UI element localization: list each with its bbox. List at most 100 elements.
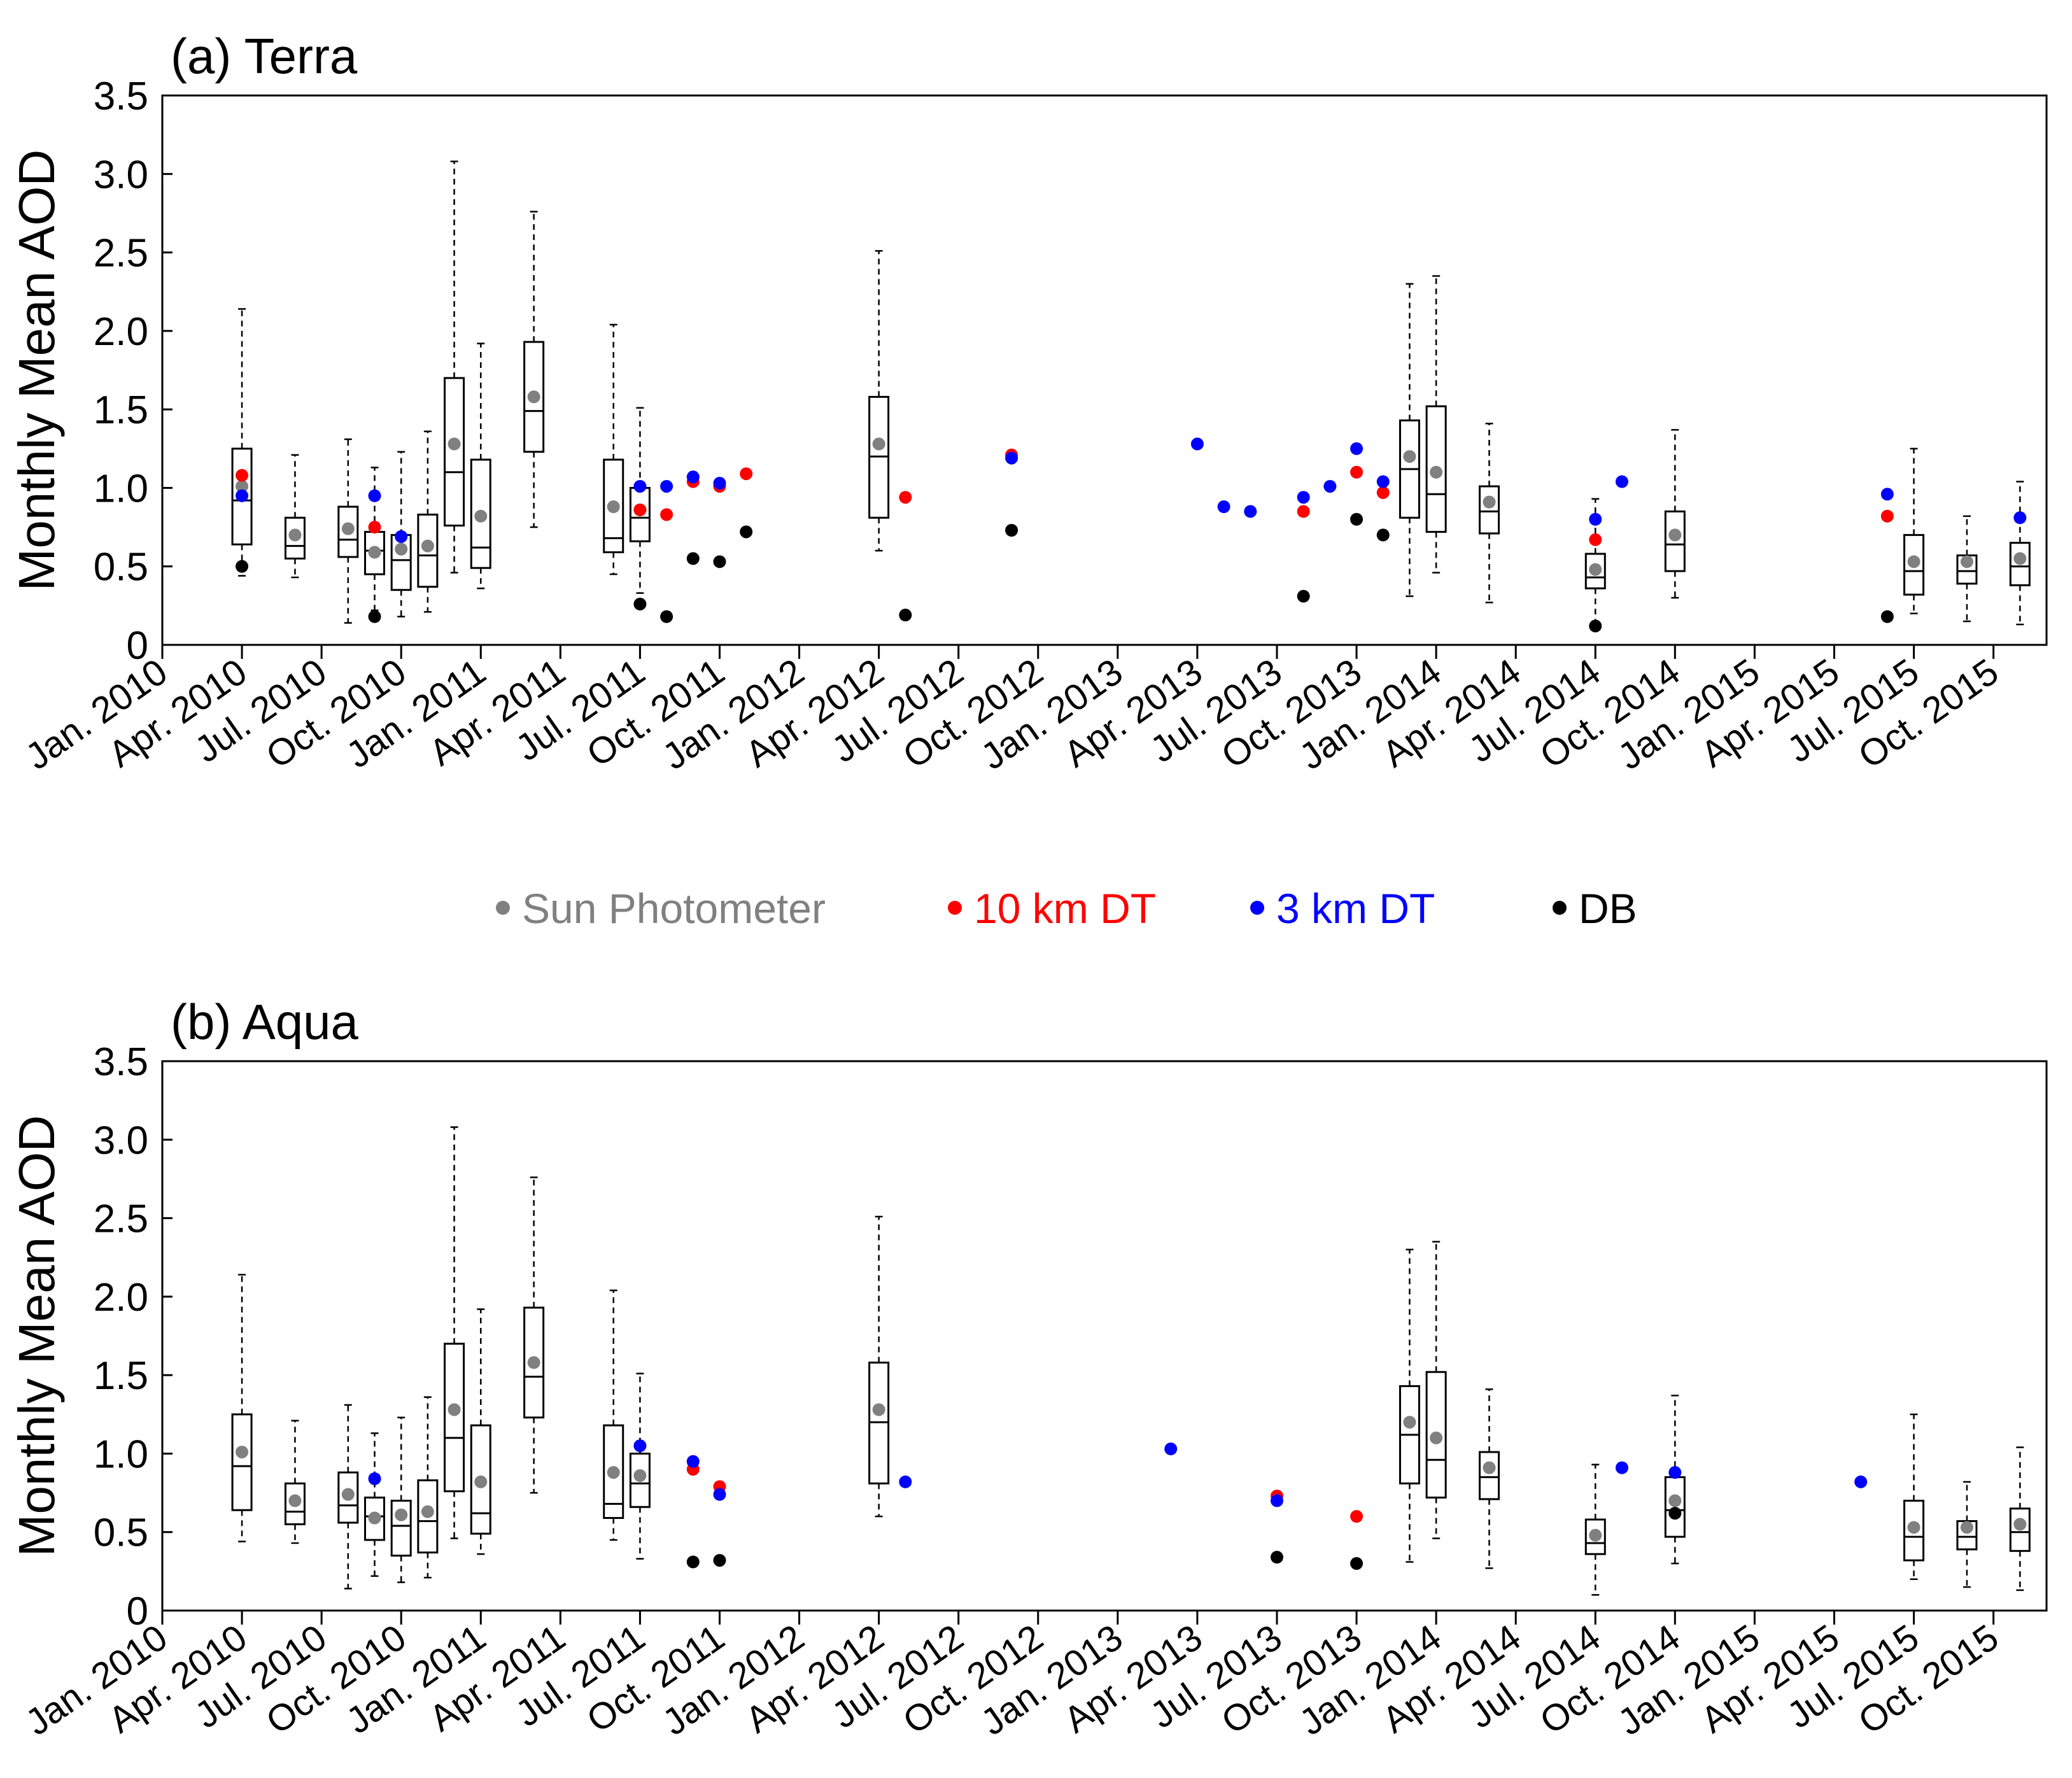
- sun-photometer-box: [1399, 1248, 1420, 1563]
- sun-photometer-box: [2009, 481, 2031, 626]
- sun-photometer-box: [364, 467, 386, 612]
- 10-km-dt-point: [660, 508, 673, 521]
- 3-km-dt-point: [1350, 442, 1364, 455]
- y-tick-label: 2.5: [94, 1197, 148, 1241]
- y-tick-label: 2.5: [94, 232, 148, 276]
- db-point: [713, 1554, 726, 1567]
- 10-km-dt-point: [1376, 486, 1390, 499]
- panel-terra: (a) Terra Monthly Mean AOD 0 0.5 1.0 1.5 2.0 2.…: [8, 28, 2048, 778]
- y-tick-label: 3.0: [94, 153, 148, 197]
- 3-km-dt-point: [368, 1472, 381, 1485]
- sun-photometer-box: [337, 1404, 359, 1590]
- sun-photometer-box: [2009, 1446, 2031, 1591]
- sun-photometer-box: [1956, 515, 1978, 623]
- db-point: [1880, 610, 1894, 623]
- sun-photometer-mean-point: [368, 1511, 381, 1525]
- 3-km-dt-point: [686, 470, 700, 484]
- 3-km-dt-point: [1376, 475, 1390, 488]
- legend-label-10-km-dt: 10 km DT: [974, 885, 1156, 932]
- 3-km-dt-point: [395, 530, 408, 543]
- sun-photometer-mean-point: [236, 1445, 249, 1458]
- y-tick-label: 0.5: [94, 1511, 148, 1555]
- db-point: [368, 610, 381, 623]
- iqr-box: [470, 458, 491, 569]
- db-point: [236, 560, 249, 573]
- sun-photometer-mean-point: [341, 522, 355, 535]
- iqr-box: [444, 1343, 465, 1493]
- legend-marker-sun-photometer: [496, 901, 510, 915]
- iqr-box: [444, 377, 465, 527]
- sun-photometer-mean-point: [421, 539, 434, 553]
- 3-km-dt-point: [1615, 1461, 1628, 1474]
- db-point: [686, 552, 700, 565]
- sun-photometer-box: [603, 1289, 624, 1541]
- iqr-box: [1479, 485, 1500, 535]
- sun-photometer-mean-point: [1907, 1521, 1920, 1534]
- y-tick-label: 3.0: [94, 1118, 148, 1162]
- sun-photometer-mean-point: [1403, 1416, 1416, 1429]
- 10-km-dt-point: [236, 469, 249, 482]
- 10-km-dt-point: [740, 467, 753, 481]
- 10-km-dt-point: [1880, 509, 1894, 523]
- sun-photometer-box: [629, 1372, 651, 1560]
- db-point: [740, 525, 753, 539]
- plot-frame: [161, 1060, 2048, 1612]
- db-point: [1350, 1557, 1364, 1570]
- 3-km-dt-point: [660, 479, 673, 493]
- y-tick-label: 3.5: [94, 74, 148, 118]
- sun-photometer-box: [417, 430, 439, 613]
- y-tick-label: 2.0: [94, 1276, 148, 1320]
- db-point: [1589, 619, 1602, 633]
- 10-km-dt-point: [368, 521, 381, 534]
- 10-km-dt-point: [1350, 1510, 1364, 1523]
- sun-photometer-mean-point: [607, 500, 620, 514]
- 10-km-dt-point: [1589, 533, 1602, 546]
- db-point: [713, 555, 726, 568]
- sun-photometer-mean-point: [1907, 555, 1920, 568]
- sun-photometer-mean-point: [288, 528, 302, 542]
- 3-km-dt-point: [1270, 1494, 1283, 1507]
- legend-label-db: DB: [1579, 885, 1637, 932]
- sun-photometer-mean-point: [607, 1466, 620, 1479]
- sun-photometer-mean-point: [1668, 528, 1682, 542]
- 3-km-dt-point: [899, 1475, 912, 1488]
- y-tick-label: 2.0: [94, 310, 148, 354]
- sun-photometer-mean-point: [474, 1475, 488, 1488]
- sun-photometer-mean-point: [1589, 563, 1602, 576]
- sun-photometer-mean-point: [527, 1356, 540, 1369]
- 3-km-dt-point: [1589, 512, 1602, 526]
- 10-km-dt-point: [633, 503, 647, 516]
- sun-photometer-mean-point: [1430, 1431, 1443, 1444]
- sun-photometer-box: [364, 1432, 386, 1577]
- 3-km-dt-point: [686, 1455, 700, 1468]
- y-tick-label: 1.5: [94, 388, 148, 432]
- db-point: [686, 1555, 700, 1569]
- sun-photometer-box: [470, 1308, 491, 1555]
- sun-photometer-box: [523, 1176, 545, 1494]
- sun-photometer-box: [1584, 498, 1606, 630]
- sun-photometer-mean-point: [1960, 1521, 1973, 1534]
- sun-photometer-mean-point: [395, 1508, 408, 1521]
- 10-km-dt-point: [1297, 505, 1310, 518]
- sun-photometer-box: [390, 1416, 412, 1583]
- 3-km-dt-point: [713, 477, 726, 490]
- sun-photometer-box: [868, 1215, 890, 1518]
- sun-photometer-mean-point: [2013, 552, 2027, 565]
- sun-photometer-box: [284, 1420, 306, 1544]
- sun-photometer-box: [1479, 1388, 1500, 1569]
- sun-photometer-mean-point: [421, 1505, 434, 1518]
- db-point: [1005, 524, 1018, 537]
- legend-label-3-km-dt: 3 km DT: [1276, 885, 1435, 932]
- sun-photometer-box: [1425, 275, 1447, 574]
- sun-photometer-box: [337, 438, 359, 624]
- 3-km-dt-point: [1217, 500, 1230, 514]
- db-point: [1376, 528, 1390, 542]
- 3-km-dt-point: [368, 489, 381, 502]
- sun-photometer-mean-point: [1589, 1528, 1602, 1542]
- y-tick-label: 1.0: [94, 467, 148, 511]
- sun-photometer-mean-point: [1960, 555, 1973, 568]
- sun-photometer-box: [1664, 1394, 1686, 1565]
- sun-photometer-mean-point: [872, 437, 885, 451]
- sun-photometer-box: [284, 454, 306, 579]
- 3-km-dt-point: [1668, 1466, 1682, 1479]
